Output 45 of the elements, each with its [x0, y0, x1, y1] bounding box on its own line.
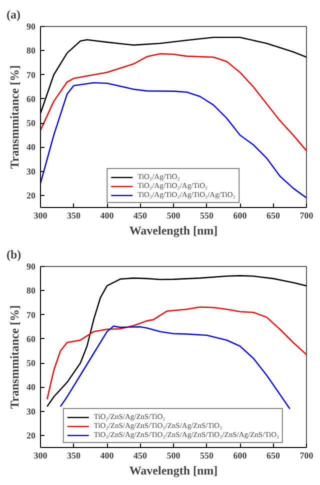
y-axis-title: Transmmitance [%]	[8, 305, 22, 409]
y-tick-label: 70	[26, 310, 36, 320]
y-tick-label: 20	[26, 190, 36, 200]
y-axis-title: Transmmitance [%]	[8, 65, 22, 169]
x-tick-label: 700	[300, 450, 314, 460]
line-series	[40, 82, 306, 198]
y-tick-label: 30	[26, 166, 36, 176]
y-tick-label: 60	[26, 334, 36, 344]
x-axis-title: Wavelength [nm]	[129, 464, 218, 478]
chart-title: (a)	[6, 8, 20, 22]
y-tick-label: 20	[26, 430, 36, 440]
y-tick-label: 80	[26, 286, 36, 296]
x-tick-label: 350	[67, 210, 81, 220]
x-tick-label: 600	[233, 450, 248, 460]
x-tick-label: 650	[266, 450, 280, 460]
y-tick-label: 60	[26, 94, 36, 104]
x-tick-label: 350	[67, 450, 81, 460]
y-tick-label: 50	[26, 358, 36, 368]
x-tick-label: 700	[300, 210, 314, 220]
line-series	[60, 325, 291, 410]
x-tick-label: 550	[200, 450, 214, 460]
chart-title: (b)	[6, 248, 22, 262]
x-tick-label: 400	[100, 210, 114, 220]
x-tick-label: 450	[134, 210, 148, 220]
x-tick-label: 300	[34, 450, 48, 460]
y-tick-label: 70	[26, 70, 36, 80]
y-tick-label: 40	[26, 142, 36, 152]
x-tick-label: 300	[34, 210, 48, 220]
y-tick-label: 40	[26, 382, 36, 392]
x-tick-label: 450	[134, 450, 148, 460]
y-tick-label: 50	[26, 118, 36, 128]
x-tick-label: 600	[233, 210, 248, 220]
line-series	[46, 275, 306, 408]
y-tick-label: 80	[26, 46, 36, 56]
x-axis-title: Wavelength [nm]	[129, 224, 218, 238]
y-tick-label: 90	[26, 262, 36, 272]
x-tick-label: 550	[200, 210, 214, 220]
y-tick-label: 30	[26, 406, 36, 416]
x-tick-label: 650	[266, 210, 280, 220]
line-series	[40, 53, 306, 152]
line-series	[46, 306, 306, 400]
y-tick-label: 90	[26, 22, 36, 32]
x-tick-label: 400	[100, 450, 114, 460]
x-tick-label: 500	[166, 210, 181, 220]
x-tick-label: 500	[166, 450, 181, 460]
